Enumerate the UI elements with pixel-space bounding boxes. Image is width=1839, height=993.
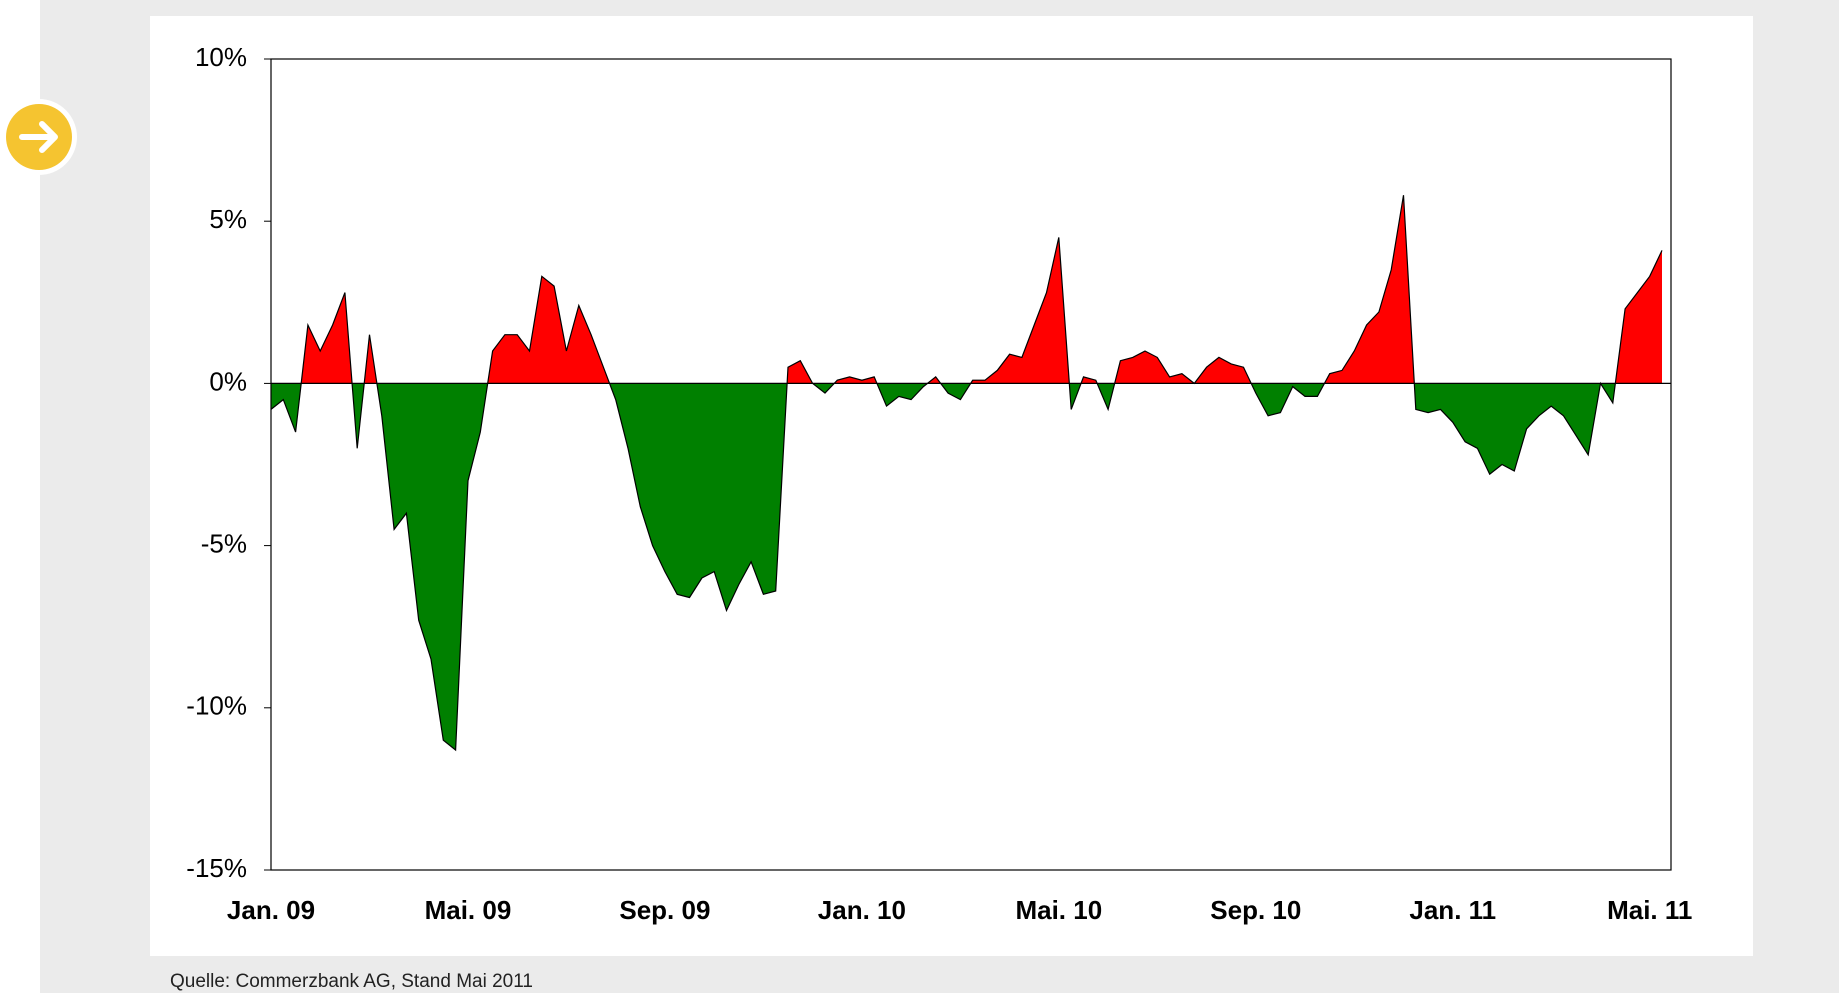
negative-area — [271, 383, 1662, 750]
area-outline — [270, 195, 1663, 752]
source-note: Quelle: Commerzbank AG, Stand Mai 2011 — [170, 971, 533, 992]
x-tick-label: Mai. 10 — [1015, 895, 1102, 925]
x-tick-label: Jan. 09 — [227, 895, 315, 925]
x-tick-label: Sep. 09 — [619, 895, 710, 925]
y-tick-label: -15% — [186, 853, 247, 883]
y-tick-label: 10% — [195, 42, 247, 72]
positive-area — [301, 195, 1662, 384]
x-tick-label: Sep. 10 — [1210, 895, 1301, 925]
plot-frame — [270, 58, 1672, 871]
y-tick-label: -10% — [186, 691, 247, 721]
x-tick-label: Mai. 09 — [425, 895, 512, 925]
y-tick-label: -5% — [201, 528, 247, 558]
y-tick-label: 5% — [209, 204, 247, 234]
y-tick-label: 0% — [209, 366, 247, 396]
x-tick-label: Jan. 11 — [1409, 895, 1496, 925]
x-tick-label: Jan. 10 — [818, 895, 906, 925]
arrow — [19, 121, 58, 153]
x-tick-label: Mai. 11 — [1607, 895, 1692, 925]
